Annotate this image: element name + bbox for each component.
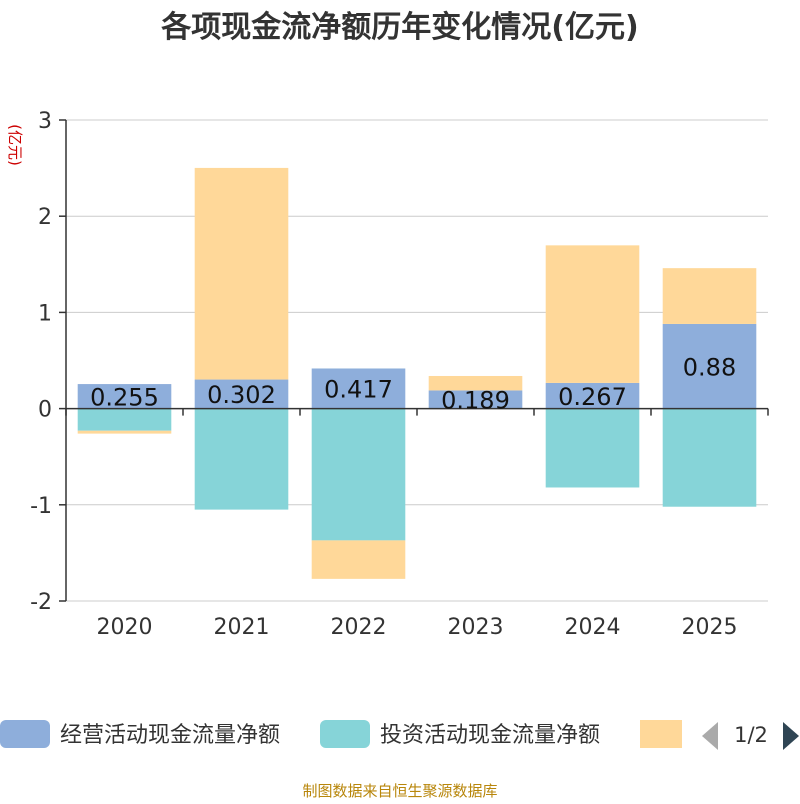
y-tick-label-3: 0	[38, 398, 52, 423]
bar-2024-series-2[interactable]	[545, 245, 640, 383]
bar-2021-series-0[interactable]	[194, 379, 289, 409]
bar-2021-series-1[interactable]	[194, 408, 289, 510]
bar-2023-series-0[interactable]	[428, 390, 523, 409]
y-tick-label-2: 1	[38, 301, 52, 326]
tick-labels: 3 2 1 0 -1 -2 2020 2021 2022 2023 2024 2025	[30, 109, 737, 640]
bar-2025-series-0[interactable]	[662, 323, 757, 409]
data-label-2023: 0.189	[441, 387, 510, 415]
y-tick-label-4: -1	[30, 494, 52, 519]
y-axis-label: (亿元)	[6, 124, 24, 166]
data-label-2020: 0.255	[90, 383, 159, 411]
x-tick-label-2024: 2024	[565, 615, 621, 640]
x-tick-label-2023: 2023	[448, 615, 504, 640]
x-tick-label-2020: 2020	[97, 615, 153, 640]
y-tick-label-0: 3	[38, 109, 52, 134]
bar-2023-series-2[interactable]	[428, 375, 523, 391]
data-label-2022: 0.417	[324, 376, 393, 404]
gridlines	[59, 119, 768, 602]
x-tick-label-2025: 2025	[682, 615, 738, 640]
axes	[65, 120, 769, 601]
x-tick-label-2021: 2021	[214, 615, 270, 640]
legend-item-operating[interactable]: 经营活动现金流量净额	[0, 720, 280, 748]
x-tick-label-2022: 2022	[331, 615, 387, 640]
source-note: 制图数据来自恒生聚源数据库	[302, 782, 497, 800]
bar-2025-series-1[interactable]	[662, 408, 757, 507]
bars	[77, 167, 757, 579]
bar-2020-series-1[interactable]	[77, 408, 172, 431]
legend-prev-page-icon[interactable]	[702, 722, 718, 750]
legend-label-operating: 经营活动现金流量净额	[60, 723, 280, 748]
legend-item-investing[interactable]: 投资活动现金流量净额	[320, 720, 600, 748]
bar-2020-series-0[interactable]	[77, 384, 172, 409]
data-label-2024: 0.267	[558, 383, 627, 411]
chart-title: 各项现金流净额历年变化情况(亿元)	[160, 10, 638, 45]
bar-2024-series-1[interactable]	[545, 408, 640, 488]
bar-2021-series-2[interactable]	[194, 167, 289, 380]
legend-swatch-investing	[320, 720, 370, 748]
legend-item-financing[interactable]	[640, 720, 682, 748]
bar-2022-series-1[interactable]	[311, 408, 406, 541]
data-label-2021: 0.302	[207, 381, 276, 409]
bar-2022-series-2[interactable]	[311, 540, 406, 579]
bar-2025-series-2[interactable]	[662, 268, 757, 324]
bar-2020-series-2[interactable]	[77, 430, 172, 434]
legend-label-investing: 投资活动现金流量净额	[380, 723, 600, 748]
data-labels: 0.255 0.302 0.417 0.189 0.267 0.88	[90, 353, 736, 414]
legend-next-page-icon[interactable]	[783, 722, 799, 750]
y-tick-label-5: -2	[30, 590, 52, 615]
data-label-2025: 0.88	[683, 353, 736, 381]
bar-2024-series-0[interactable]	[545, 382, 640, 409]
legend-page-indicator: 1/2	[734, 723, 768, 747]
bar-2022-series-0[interactable]	[311, 368, 406, 409]
y-tick-label-1: 2	[38, 205, 52, 230]
legend-swatch-operating	[0, 720, 50, 748]
legend-swatch-financing	[640, 720, 682, 748]
legend: 经营活动现金流量净额 投资活动现金流量净额 1/2	[0, 720, 799, 750]
